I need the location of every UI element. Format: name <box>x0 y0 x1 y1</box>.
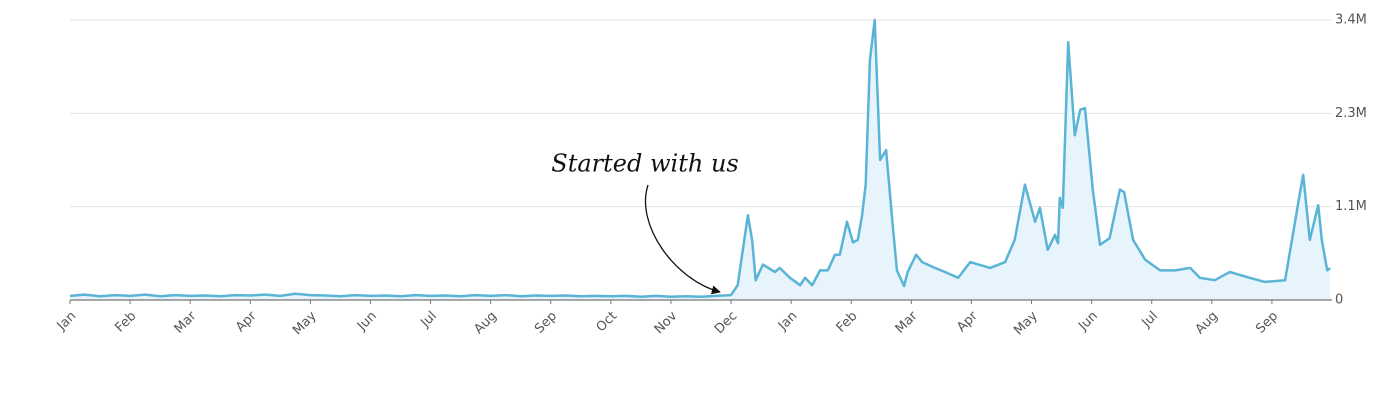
annotation-arrow <box>644 184 721 295</box>
x-tick-label: Jan <box>775 309 800 334</box>
x-tick-label: Dec <box>712 309 740 337</box>
x-tick-label: Jun <box>1075 309 1101 335</box>
x-tick-label: Feb <box>113 309 140 336</box>
x-tick-label: Sep <box>532 309 560 337</box>
x-tick-label: May <box>290 308 320 338</box>
y-tick-label: 1.1M <box>1335 199 1367 214</box>
x-tick-label: Jan <box>54 309 79 334</box>
x-tick-label: Feb <box>834 309 861 336</box>
line <box>69 18 1332 298</box>
x-tick-label: Mar <box>172 308 200 336</box>
x-tick-label: Apr <box>954 308 981 335</box>
x-tick-label: May <box>1011 308 1041 338</box>
x-tick-label: Aug <box>471 309 500 338</box>
x-tick-label: Nov <box>652 308 681 337</box>
x-tick-label: Oct <box>594 309 621 336</box>
x-tick-label: Aug <box>1193 309 1222 338</box>
x-tick-label: Jun <box>354 309 380 335</box>
x-tick-label: Jul <box>1139 309 1161 331</box>
plot <box>69 18 1332 300</box>
x-tick-label: Jul <box>417 309 439 331</box>
y-tick-label: 0 <box>1335 293 1343 308</box>
annotation: Started with us <box>551 150 738 178</box>
x-tick-label: Mar <box>893 308 921 336</box>
y-tick-label: 3.4M <box>1335 13 1367 28</box>
area-fill <box>70 20 1331 300</box>
grid <box>70 19 1332 208</box>
y-tick-label: 2.3M <box>1335 106 1367 121</box>
x-tick-label: Sep <box>1253 309 1281 337</box>
x-tick-label: Apr <box>233 308 260 335</box>
